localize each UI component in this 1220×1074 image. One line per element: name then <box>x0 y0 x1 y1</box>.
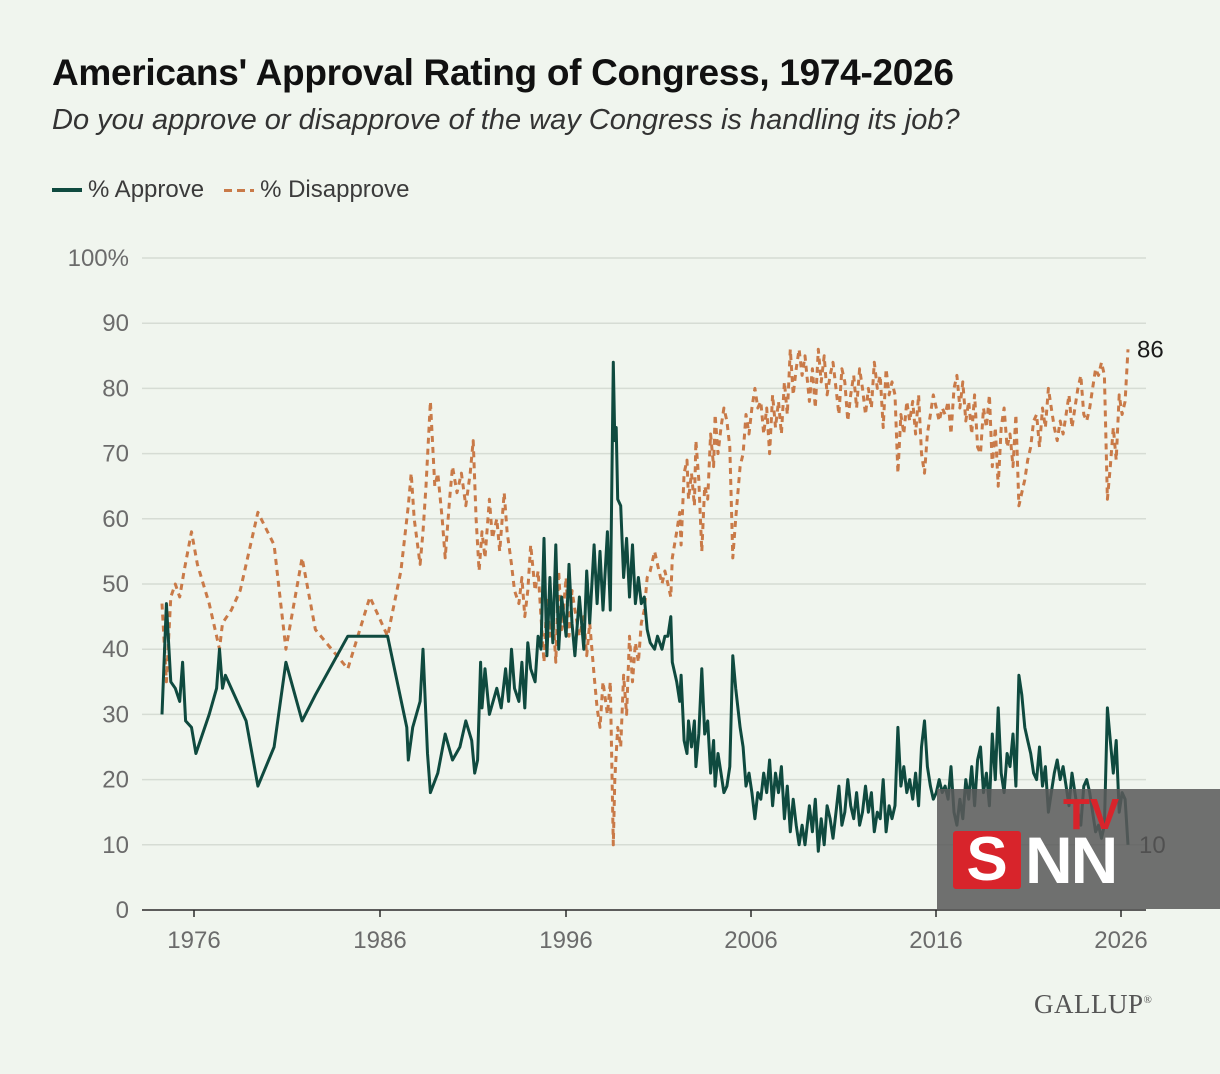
series-lines <box>160 347 1130 853</box>
snn-logo-tv: TV <box>1063 790 1120 839</box>
x-tick-label: 1986 <box>353 927 406 954</box>
x-tick-label: 1996 <box>539 927 592 954</box>
chart-subtitle: Do you approve or disapprove of the way … <box>52 104 960 136</box>
end-labels: 8610 <box>1137 336 1166 859</box>
y-tick-label: 90 <box>102 310 129 337</box>
snn-logo-s: S <box>953 829 1021 891</box>
legend-label-approve: % Approve <box>88 176 205 203</box>
x-tick-label: 2016 <box>909 927 962 954</box>
legend-item-disapprove: % Disapprove <box>224 176 409 204</box>
x-tick-label: 2006 <box>724 927 777 954</box>
legend: % Approve % Disapprove <box>52 176 429 204</box>
gridlines <box>142 257 1146 911</box>
legend-label-disapprove: % Disapprove <box>260 176 410 203</box>
y-tick-label: 20 <box>102 767 129 794</box>
legend-swatch-approve <box>52 188 82 192</box>
end-label-disapprove: 86 <box>1137 336 1164 363</box>
snn-tv-watermark: S NN TV <box>937 789 1220 909</box>
gallup-wordmark: GALLUP <box>1034 989 1144 1019</box>
y-tick-label: 70 <box>102 441 129 468</box>
registered-mark: ® <box>1143 994 1153 1006</box>
legend-swatch-disapprove <box>224 188 255 192</box>
y-tick-label: 30 <box>102 701 129 728</box>
y-tick-label: 100% <box>68 245 129 272</box>
x-tick-label: 1976 <box>167 927 220 954</box>
gallup-logo: GALLUP® <box>1034 989 1152 1020</box>
y-axis-ticks: 0 10 20 30 40 50 60 70 80 90 100% <box>68 245 129 924</box>
snn-logo-nn: NN <box>1025 823 1118 897</box>
y-tick-label: 40 <box>102 636 129 663</box>
x-axis-ticks: 1976 1986 1996 2006 2016 2026 <box>167 910 1148 954</box>
legend-item-approve: % Approve <box>52 176 204 204</box>
series-line-disapprove <box>160 347 1130 847</box>
y-tick-label: 60 <box>102 506 129 533</box>
y-tick-label: 10 <box>102 832 129 859</box>
y-tick-label: 80 <box>102 375 129 402</box>
chart-title: Americans' Approval Rating of Congress, … <box>52 52 954 93</box>
y-tick-label: 50 <box>102 571 129 598</box>
x-tick-label: 2026 <box>1094 927 1147 954</box>
y-tick-label: 0 <box>116 897 129 924</box>
